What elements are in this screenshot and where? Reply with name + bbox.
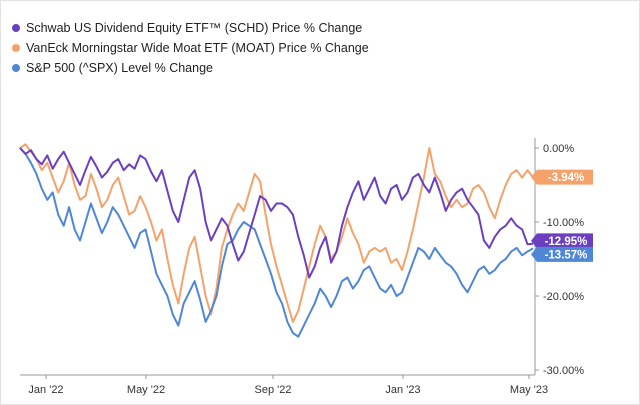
legend-swatch-spx bbox=[12, 64, 20, 72]
legend-swatch-schd bbox=[12, 24, 20, 32]
end-label-moat: -3.94% bbox=[548, 172, 584, 184]
series-line-schd[interactable] bbox=[19, 147, 534, 279]
legend-label-moat: VanEck Morningstar Wide Moat ETF (MOAT) … bbox=[26, 41, 369, 55]
chart-legend: Schwab US Dividend Equity ETF™ (SCHD) Pr… bbox=[12, 18, 369, 78]
legend-item-moat[interactable]: VanEck Morningstar Wide Moat ETF (MOAT) … bbox=[12, 38, 369, 58]
legend-item-spx[interactable]: S&P 500 (^SPX) Level % Change bbox=[12, 58, 369, 78]
end-label-schd: -12.95% bbox=[545, 236, 588, 248]
legend-item-schd[interactable]: Schwab US Dividend Equity ETF™ (SCHD) Pr… bbox=[12, 18, 369, 38]
series-line-spx[interactable] bbox=[19, 147, 534, 338]
y-tick-label: 0.00% bbox=[543, 143, 574, 155]
y-tick-label: -20.00% bbox=[543, 291, 584, 303]
x-tick-label: Jan '22 bbox=[28, 384, 63, 396]
x-tick-label: Jan '23 bbox=[385, 384, 420, 396]
y-tick-label: -30.00% bbox=[543, 365, 584, 377]
end-badge-schd bbox=[531, 233, 593, 249]
x-tick-label: Sep '22 bbox=[255, 384, 292, 396]
y-tick-label: -10.00% bbox=[543, 217, 584, 229]
end-badge-spx bbox=[531, 246, 593, 262]
end-badge-moat bbox=[531, 169, 593, 185]
legend-label-schd: Schwab US Dividend Equity ETF™ (SCHD) Pr… bbox=[26, 21, 363, 35]
x-tick-label: May '22 bbox=[127, 384, 165, 396]
legend-label-spx: S&P 500 (^SPX) Level % Change bbox=[26, 61, 213, 75]
legend-swatch-moat bbox=[12, 44, 20, 52]
x-tick-label: May '23 bbox=[510, 384, 548, 396]
end-label-spx: -13.57% bbox=[545, 249, 588, 261]
series-line-moat[interactable] bbox=[19, 143, 534, 323]
